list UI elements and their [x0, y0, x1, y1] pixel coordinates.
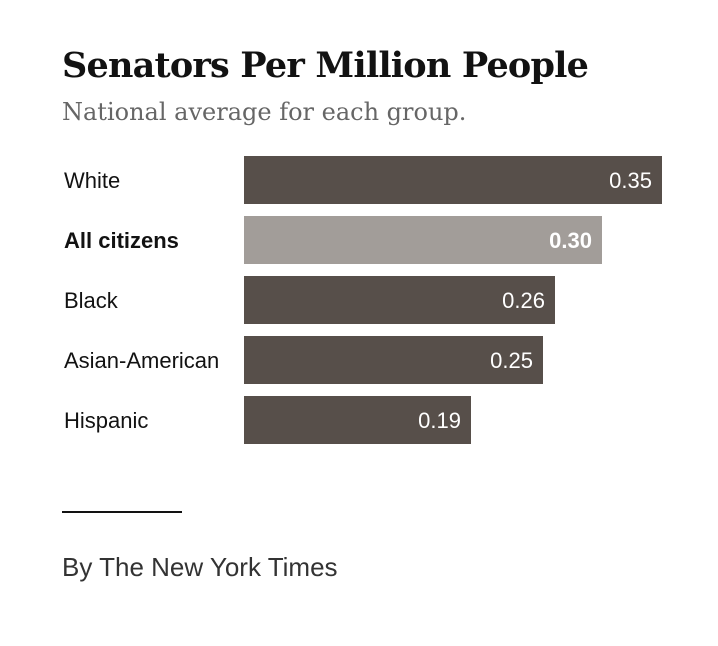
byline-divider — [62, 511, 182, 513]
value-label-white: 0.35 — [609, 168, 652, 193]
byline: By The New York Times — [62, 552, 338, 582]
category-label-hispanic: Hispanic — [64, 408, 148, 433]
bar-hispanic — [244, 396, 471, 444]
chart-subtitle: National average for each group. — [62, 98, 467, 126]
category-label-asian-american: Asian-American — [64, 348, 219, 373]
chart-container: Senators Per Million People National ave… — [62, 40, 682, 444]
bar-chart-svg: White 0.35 All citizens 0.30 Black 0.26 Asian-… — [64, 156, 662, 444]
value-label-asian-american: 0.25 — [490, 348, 533, 373]
category-label-white: White — [64, 168, 120, 193]
bar-asian-american — [244, 336, 543, 384]
value-label-hispanic: 0.19 — [418, 408, 461, 433]
bar-chart: White 0.35 All citizens 0.30 Black 0.26 Asian-… — [62, 154, 682, 454]
bar-black — [244, 276, 555, 324]
chart-title: Senators Per Million People — [62, 45, 589, 86]
category-label-black: Black — [64, 288, 119, 313]
bar-all-citizens — [244, 216, 602, 264]
category-label-all-citizens: All citizens — [64, 228, 179, 253]
value-label-black: 0.26 — [502, 288, 545, 313]
bar-white — [244, 156, 662, 204]
value-label-all-citizens: 0.30 — [549, 228, 592, 253]
